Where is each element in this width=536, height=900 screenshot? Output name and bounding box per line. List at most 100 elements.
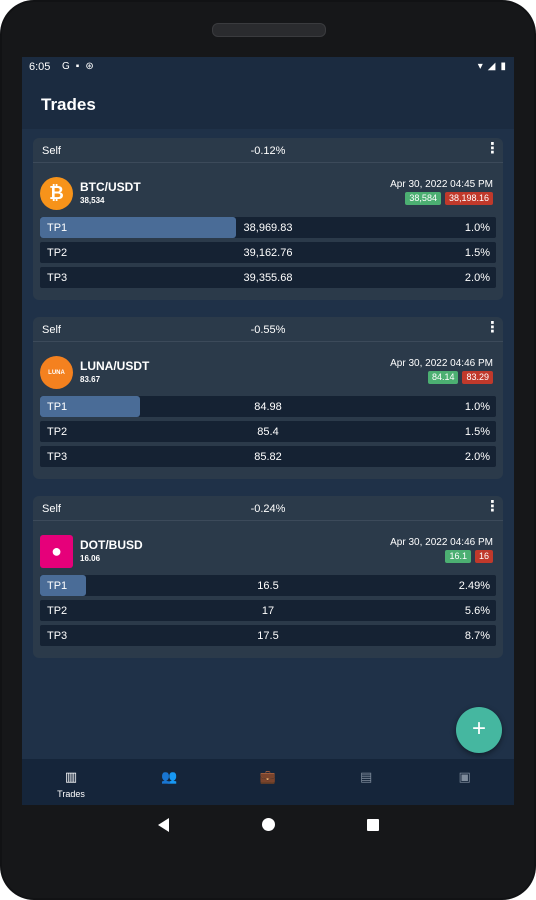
more-options-icon[interactable]: ⋮ [485, 140, 500, 157]
take-profit-label: TP1 [47, 222, 68, 234]
clipboard-icon: ▪ [75, 61, 80, 72]
coin-logo-text: LUNA [48, 369, 65, 376]
more-options-icon[interactable]: ⋮ [485, 319, 500, 336]
take-profit-label: TP3 [47, 630, 68, 642]
briefcase-icon: 💼 [259, 769, 276, 784]
add-trade-button[interactable]: + [456, 707, 502, 753]
home-icon[interactable] [262, 818, 275, 831]
entry-badge: 16.1 [445, 550, 471, 563]
take-profit-label: TP1 [47, 401, 68, 413]
take-profit-percent: 1.0% [464, 401, 490, 413]
battery-icon: ▮ [500, 61, 506, 72]
take-profit-label: TP2 [47, 247, 68, 259]
take-profit-percent: 2.0% [464, 451, 490, 463]
trade-change-percent: -0.24% [250, 503, 286, 515]
status-notification-icons: G ▪ ⊛ [62, 61, 94, 72]
take-profit-percent: 5.6% [464, 605, 490, 617]
nav-item-trades[interactable]: ▥ Trades [22, 759, 120, 805]
trade-card[interactable]: Self -0.55% ⋮ LUNA LUNA/USDT 83.67 Apr 30, 202… [33, 317, 503, 479]
google-icon: G [62, 61, 70, 72]
system-navigation-bar [0, 805, 536, 845]
nav-item-contact[interactable]: ▣ [416, 759, 514, 805]
screen: 6:05 G ▪ ⊛ ▾ ◢ ▮ Trades Self -0.12% ⋮ ₿ BTC/… [22, 57, 514, 805]
price-badges: 38,584 38,198.16 [405, 192, 493, 205]
trade-card[interactable]: Self -0.24% ⋮ ● DOT/BUSD 16.06 Apr 30, 2022 04… [33, 496, 503, 658]
take-profit-row[interactable]: TP2 17 5.6% [40, 600, 496, 621]
trade-change-percent: -0.55% [250, 324, 286, 336]
take-profit-price: 85.4 [257, 426, 279, 438]
card-header: Self -0.55% ⋮ [33, 317, 503, 342]
trade-timestamp: Apr 30, 2022 04:45 PM [390, 179, 493, 190]
bar-chart-icon: ▥ [64, 769, 78, 784]
trade-timestamp: Apr 30, 2022 04:46 PM [390, 537, 493, 548]
nav-label: Trades [57, 789, 85, 799]
trade-card[interactable]: Self -0.12% ⋮ ₿ BTC/USDT 38,534 Apr 30, 2022 0… [33, 138, 503, 300]
card-header: Self -0.24% ⋮ [33, 496, 503, 521]
current-price: 83.67 [80, 375, 101, 384]
back-icon[interactable] [158, 818, 169, 832]
trading-pair: LUNA/USDT [80, 359, 150, 373]
app-bar: Trades [22, 79, 514, 129]
coin-logo-icon: ₿ [40, 177, 73, 210]
card-header: Self -0.12% ⋮ [33, 138, 503, 163]
take-profit-percent: 8.7% [464, 630, 490, 642]
nav-item-briefcase[interactable]: 💼 [219, 759, 317, 805]
take-profit-row[interactable]: TP3 39,355.68 2.0% [40, 267, 496, 288]
take-profit-label: TP3 [47, 451, 68, 463]
take-profit-price: 39,355.68 [243, 272, 293, 284]
take-profit-price: 84.98 [254, 401, 282, 413]
take-profit-row[interactable]: TP3 85.82 2.0% [40, 446, 496, 467]
current-price: 38,534 [80, 196, 105, 205]
trade-source-label: Self [42, 503, 61, 515]
status-system-icons: ▾ ◢ ▮ [478, 61, 506, 72]
take-profit-price: 39,162.76 [243, 247, 293, 259]
price-badges: 16.1 16 [445, 550, 493, 563]
take-profit-percent: 1.0% [464, 222, 490, 234]
take-profit-row[interactable]: TP2 39,162.76 1.5% [40, 242, 496, 263]
take-profit-price: 85.82 [254, 451, 282, 463]
more-options-icon[interactable]: ⋮ [485, 498, 500, 515]
take-profit-price: 17 [261, 605, 275, 617]
take-profit-progress [40, 396, 141, 417]
recents-icon[interactable] [367, 819, 379, 831]
nav-item-chat[interactable]: ▤ [317, 759, 415, 805]
trades-list[interactable]: Self -0.12% ⋮ ₿ BTC/USDT 38,534 Apr 30, 2022 0… [22, 129, 514, 759]
take-profit-progress [40, 575, 86, 596]
coin-logo-icon: LUNA [40, 356, 73, 389]
take-profit-label: TP1 [47, 580, 68, 592]
take-profit-row[interactable]: TP3 17.5 8.7% [40, 625, 496, 646]
take-profit-label: TP3 [47, 272, 68, 284]
coin-logo-text: ● [51, 541, 62, 561]
status-time: 6:05 [29, 61, 51, 73]
take-profit-label: TP2 [47, 605, 68, 617]
take-profit-row[interactable]: TP1 84.98 1.0% [40, 396, 496, 417]
sync-icon: ⊛ [85, 61, 94, 72]
take-profit-price: 38,969.83 [243, 222, 293, 234]
take-profit-percent: 2.0% [464, 272, 490, 284]
take-profit-label: TP2 [47, 426, 68, 438]
coin-logo-icon: ● [40, 535, 73, 568]
entry-badge: 84.14 [427, 371, 459, 384]
price-badges: 84.14 83.29 [427, 371, 493, 384]
wifi-icon: ▾ [477, 61, 483, 72]
status-bar: 6:05 G ▪ ⊛ ▾ ◢ ▮ [22, 57, 514, 79]
signal-icon: ◢ [487, 61, 496, 72]
nav-item-group[interactable]: 👥 [120, 759, 218, 805]
take-profit-progress [40, 217, 237, 238]
trade-change-percent: -0.12% [250, 145, 286, 157]
take-profit-price: 17.5 [257, 630, 279, 642]
chat-icon: ▤ [360, 769, 373, 784]
coin-logo-text: ₿ [49, 183, 64, 203]
take-profit-row[interactable]: TP1 16.5 2.49% [40, 575, 496, 596]
trade-timestamp: Apr 30, 2022 04:46 PM [390, 358, 493, 369]
group-icon: 👥 [161, 769, 178, 784]
trade-source-label: Self [42, 145, 61, 157]
bottom-navigation: ▥ Trades 👥 💼 ▤ ▣ [22, 759, 514, 805]
take-profit-row[interactable]: TP1 38,969.83 1.0% [40, 217, 496, 238]
page-title: Trades [41, 95, 96, 114]
take-profit-percent: 1.5% [464, 426, 490, 438]
take-profit-row[interactable]: TP2 85.4 1.5% [40, 421, 496, 442]
take-profit-percent: 1.5% [464, 247, 490, 259]
current-price: 16.06 [80, 554, 101, 563]
